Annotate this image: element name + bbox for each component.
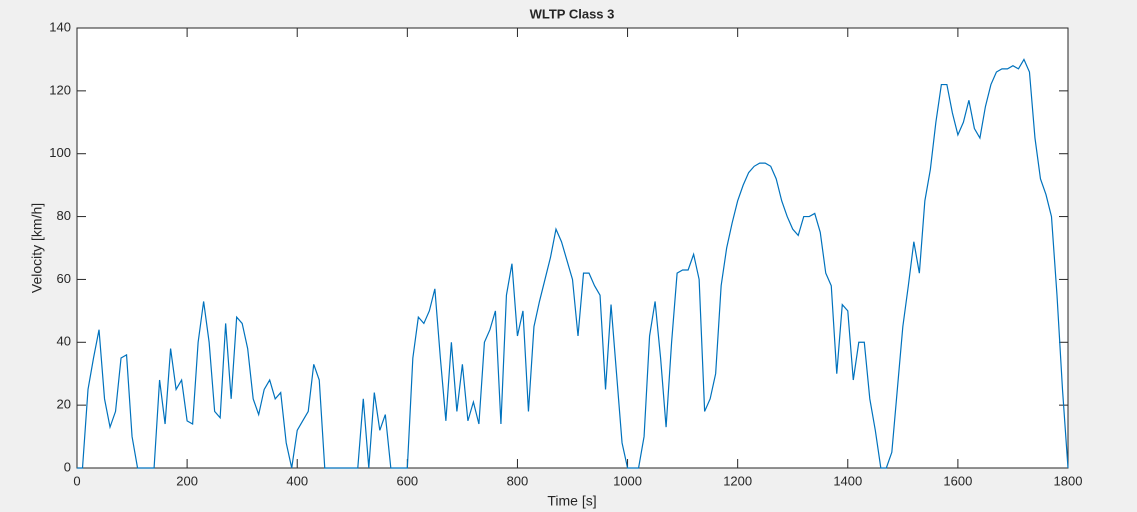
y-tick-label: 20	[57, 397, 71, 412]
y-axis-label: Velocity [km/h]	[29, 203, 45, 293]
y-tick-label: 80	[57, 208, 71, 223]
y-tick-label: 140	[49, 19, 71, 34]
series-line	[77, 58, 1069, 469]
x-tick-label: 800	[507, 473, 529, 488]
x-tick-label: 1800	[1054, 473, 1083, 488]
x-tick-label: 200	[176, 473, 198, 488]
y-tick-label: 0	[64, 459, 71, 474]
x-axis-label: Time [s]	[547, 493, 596, 509]
x-tick-label: 0	[73, 473, 80, 488]
chart-title: WLTP Class 3	[530, 6, 615, 21]
x-tick-label: 400	[286, 473, 308, 488]
x-tick-label: 1400	[833, 473, 862, 488]
y-tick-label: 120	[49, 82, 71, 97]
y-tick-label: 60	[57, 271, 71, 286]
x-tick-label: 1200	[723, 473, 752, 488]
x-tick-label: 600	[396, 473, 418, 488]
x-tick-label: 1600	[943, 473, 972, 488]
y-tick-label: 40	[57, 334, 71, 349]
y-tick-label: 100	[49, 145, 71, 160]
x-tick-label: 1000	[613, 473, 642, 488]
plot-area	[76, 27, 1069, 469]
